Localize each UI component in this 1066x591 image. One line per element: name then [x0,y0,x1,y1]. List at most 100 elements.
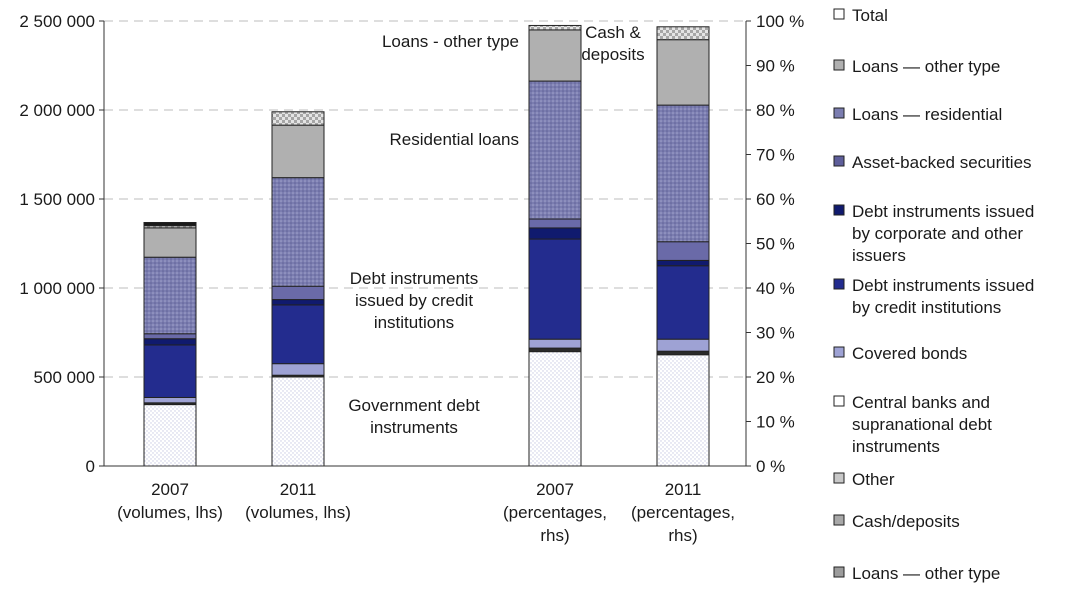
right-tick-label: 20 % [756,368,795,387]
right-tick-label: 70 % [756,146,795,165]
category-label: (volumes, lhs) [117,503,223,522]
legend-swatch [833,346,845,358]
left-tick-label: 1 500 000 [19,190,95,209]
legend-swatch [833,107,845,119]
bar-segment [143,256,197,335]
legend-swatch [833,278,845,290]
legend-swatch [833,514,845,526]
bar-segment [528,238,582,340]
annotation-label: deposits [581,45,644,64]
bar-segment [528,338,582,349]
annotation-label: Residential loans [390,130,519,149]
legend-label: Other [852,470,895,489]
right-tick-label: 60 % [756,190,795,209]
bar-segment [271,124,325,179]
bar-segment [656,338,710,352]
bar-segment [656,265,710,340]
category-label: 2011 [665,480,702,499]
bar-segment [143,221,197,227]
legend-label: Debt instruments issued [852,276,1034,295]
right-tick-label: 90 % [756,57,795,76]
bar-segment [143,333,197,340]
right-tick-label: 50 % [756,235,795,254]
annotation-label: Government debt [348,396,480,415]
annotation-label: Cash & [585,23,641,42]
bar-segment [656,354,710,467]
bar-segment [656,26,710,41]
annotation-label: issued by credit [355,291,473,310]
legend: Total Loans — other type Loans — residenti… [833,6,1034,583]
legend-swatch [833,155,845,167]
bar-segment [143,344,197,398]
bar-segment [656,104,710,243]
bar-segment [528,80,582,220]
category-label: (volumes, lhs) [245,503,351,522]
category-label: 2007 [536,480,574,499]
legend-swatch [833,204,845,216]
right-tick-label: 100 % [756,12,804,31]
right-tick-label: 10 % [756,413,795,432]
left-tick-label: 500 000 [34,368,95,387]
right-tick-label: 80 % [756,101,795,120]
annotation-label: institutions [374,313,454,332]
bar-segment [656,241,710,261]
bar-segment [271,363,325,376]
left-tick-label: 1 000 000 [19,279,95,298]
legend-label: Debt instruments issued [852,202,1034,221]
legend-label: supranational debt [852,415,992,434]
category-label: (percentages, [503,503,607,522]
bar-segment [528,227,582,240]
legend-swatch [833,566,845,578]
legend-label: issuers [852,246,906,265]
category-label: 2007 [151,480,189,499]
bar-segment [528,351,582,467]
bar-segment [528,29,582,82]
legend-swatch [833,395,845,407]
category-label: rhs) [668,526,697,545]
bar-segment [143,396,197,404]
category-label: (percentages, [631,503,735,522]
gridlines [104,20,746,378]
bar-segment [528,218,582,229]
left-tick-label: 0 [86,457,95,476]
legend-label: Total [852,6,888,25]
bar-segment [528,347,582,353]
annotations: Loans - other type Cash & deposits Resident… [348,23,644,437]
bar-segment [271,304,325,365]
right-tick-label: 40 % [756,279,795,298]
category-label: rhs) [540,526,569,545]
bar-segment [271,285,325,301]
category-label: 2011 [280,480,317,499]
legend-label: Loans — other type [852,57,1000,76]
bar-segment [143,227,197,258]
annotation-label: Loans - other type [382,32,519,51]
axes: 0 500 000 1 000 000 1 500 000 2 000 000 2 500… [19,12,804,545]
bar-segment [271,177,325,287]
bar-stacks [143,24,710,467]
right-tick-label: 30 % [756,324,795,343]
legend-label: Central banks and [852,393,990,412]
legend-label: Cash/deposits [852,512,960,531]
bar-segment [656,39,710,106]
bar-segment [528,24,582,31]
left-tick-label: 2 500 000 [19,12,95,31]
legend-swatch [833,59,845,71]
right-tick-label: 0 % [756,457,785,476]
annotation-label: Debt instruments [350,269,479,288]
bar-segment [656,350,710,356]
legend-label: Covered bonds [852,344,967,363]
legend-label: Loans — residential [852,105,1002,124]
annotation-label: instruments [370,418,458,437]
legend-label: Loans — other type [852,564,1000,583]
bar-segment [143,338,197,346]
legend-swatch [833,472,845,484]
bar-segment [656,259,710,267]
legend-label: by corporate and other [852,224,1023,243]
legend-swatch [833,8,845,20]
legend-label: instruments [852,437,940,456]
bar-segment [271,376,325,467]
bar-segment [271,111,325,126]
left-tick-label: 2 000 000 [19,101,95,120]
